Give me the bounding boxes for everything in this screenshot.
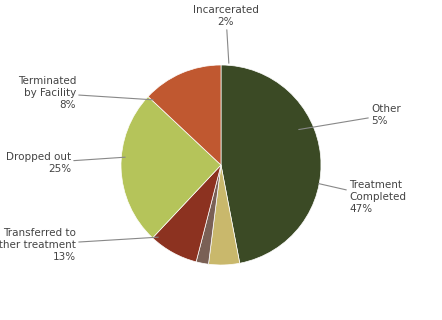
Text: Dropped out
25%: Dropped out 25% <box>6 152 125 174</box>
Wedge shape <box>121 97 221 238</box>
Text: Treatment
Completed
47%: Treatment Completed 47% <box>319 180 406 214</box>
Text: Other
5%: Other 5% <box>299 104 401 130</box>
Wedge shape <box>148 65 221 165</box>
Text: Transferred to
further treatment
13%: Transferred to further treatment 13% <box>0 228 158 262</box>
Wedge shape <box>221 65 321 263</box>
Text: Terminated
by Facility
8%: Terminated by Facility 8% <box>18 76 153 109</box>
Wedge shape <box>209 165 240 265</box>
Wedge shape <box>152 165 221 262</box>
Wedge shape <box>196 165 221 264</box>
Text: Incarcerated
2%: Incarcerated 2% <box>193 5 259 63</box>
